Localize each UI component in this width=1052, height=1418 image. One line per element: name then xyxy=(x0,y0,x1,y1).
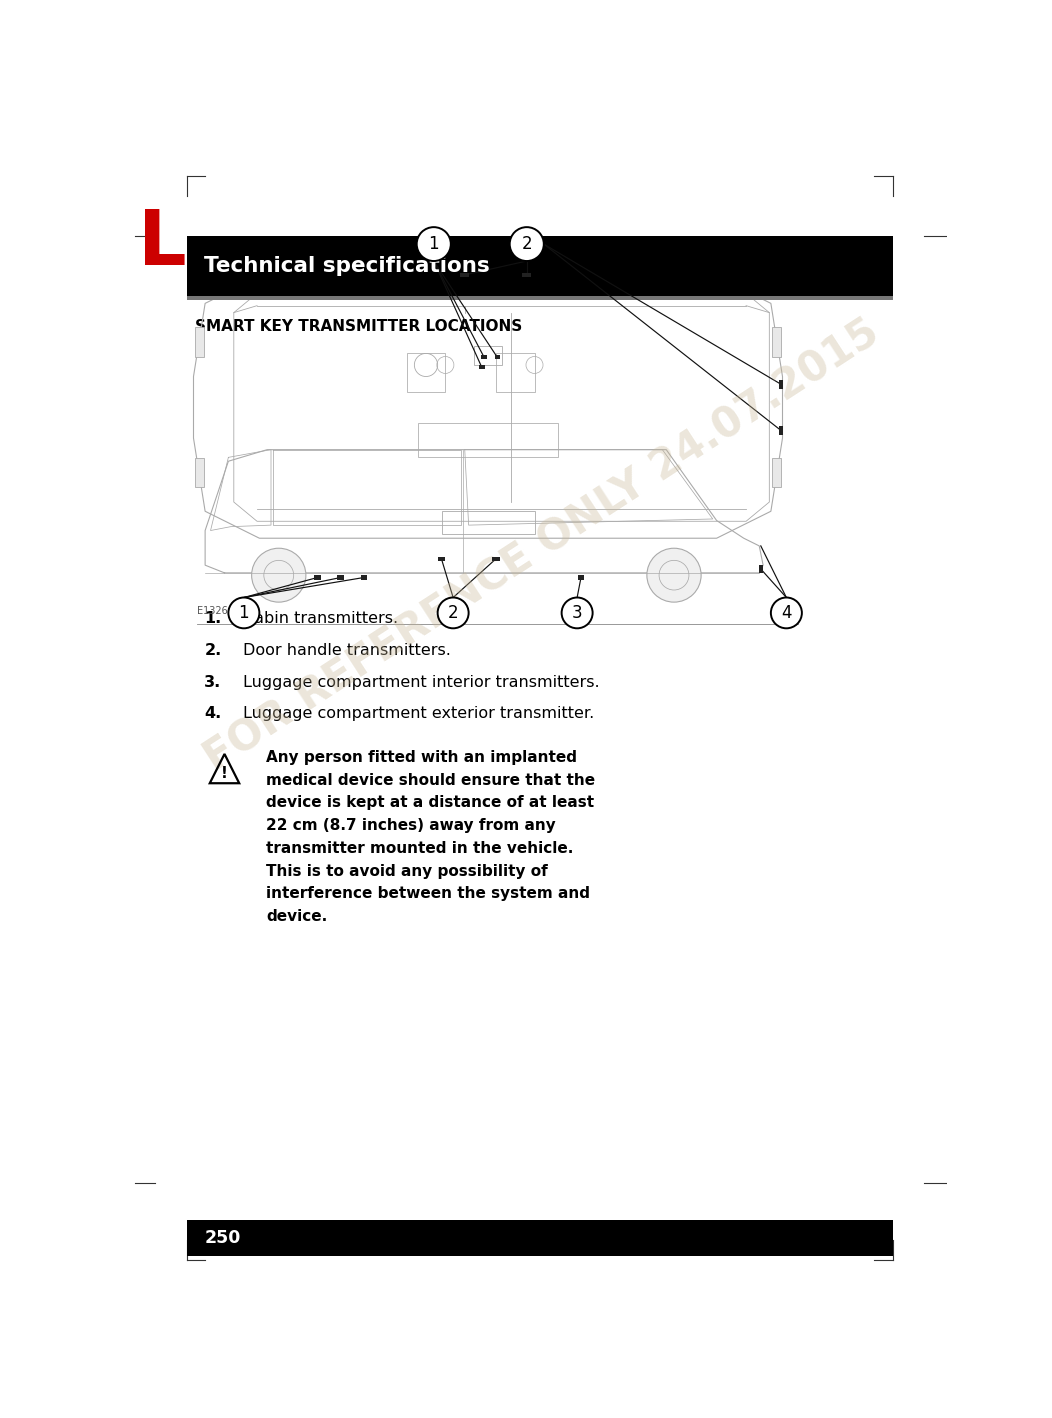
Bar xyxy=(772,458,781,488)
Text: Luggage compartment interior transmitters.: Luggage compartment interior transmitter… xyxy=(243,675,600,689)
Bar xyxy=(187,296,892,301)
Bar xyxy=(338,576,344,580)
Text: 2: 2 xyxy=(522,235,532,252)
Circle shape xyxy=(771,597,802,628)
Text: Luggage compartment exterior transmitter.: Luggage compartment exterior transmitter… xyxy=(243,706,594,722)
Text: 2: 2 xyxy=(448,604,459,623)
Text: 1: 1 xyxy=(239,604,249,623)
Text: 3.: 3. xyxy=(204,675,222,689)
Bar xyxy=(492,557,500,562)
Text: !: ! xyxy=(221,766,228,781)
Circle shape xyxy=(510,227,544,261)
Text: Cabin transmitters.: Cabin transmitters. xyxy=(243,611,399,627)
Bar xyxy=(419,423,558,458)
Text: 2.: 2. xyxy=(204,642,222,658)
Bar xyxy=(522,272,531,277)
Bar xyxy=(460,272,469,277)
Text: transmitter mounted in the vehicle.: transmitter mounted in the vehicle. xyxy=(266,841,573,856)
Bar xyxy=(438,557,445,562)
Text: 4: 4 xyxy=(782,604,791,623)
Text: Any person fitted with an implanted: Any person fitted with an implanted xyxy=(266,750,578,764)
Text: 4.: 4. xyxy=(204,706,222,722)
Text: SMART KEY TRANSMITTER LOCATIONS: SMART KEY TRANSMITTER LOCATIONS xyxy=(195,319,522,333)
Circle shape xyxy=(228,597,260,628)
Bar xyxy=(578,576,585,580)
Bar xyxy=(196,328,204,356)
Circle shape xyxy=(438,597,468,628)
Bar xyxy=(482,356,487,359)
Bar xyxy=(780,380,783,389)
Text: 22 cm (8.7 inches) away from any: 22 cm (8.7 inches) away from any xyxy=(266,818,557,834)
Text: This is to avoid any possibility of: This is to avoid any possibility of xyxy=(266,864,548,879)
Bar xyxy=(474,346,502,364)
Bar xyxy=(187,235,892,296)
Text: 3: 3 xyxy=(572,604,583,623)
Text: Technical specifications: Technical specifications xyxy=(204,255,490,275)
Bar xyxy=(495,353,534,391)
Bar xyxy=(772,328,781,356)
Text: 1: 1 xyxy=(428,235,439,252)
Text: FOR REFERENCE ONLY 24.07.2015: FOR REFERENCE ONLY 24.07.2015 xyxy=(197,312,888,780)
Text: medical device should ensure that the: medical device should ensure that the xyxy=(266,773,595,787)
Text: 1.: 1. xyxy=(204,611,222,627)
Bar xyxy=(187,1219,892,1256)
Bar xyxy=(758,566,763,573)
Text: 250: 250 xyxy=(204,1229,241,1246)
Bar xyxy=(442,512,534,535)
Text: L: L xyxy=(138,207,186,281)
Text: E132664: E132664 xyxy=(198,605,240,615)
Bar xyxy=(479,366,485,369)
Circle shape xyxy=(562,597,592,628)
Bar xyxy=(780,425,783,435)
Bar xyxy=(407,353,445,391)
Bar xyxy=(361,576,367,580)
Circle shape xyxy=(417,227,451,261)
Text: device.: device. xyxy=(266,909,327,925)
Text: Door handle transmitters.: Door handle transmitters. xyxy=(243,642,451,658)
Bar xyxy=(196,458,204,488)
Text: interference between the system and: interference between the system and xyxy=(266,886,590,902)
Circle shape xyxy=(647,549,701,603)
Bar xyxy=(494,356,500,359)
Bar xyxy=(313,576,321,580)
Text: device is kept at a distance of at least: device is kept at a distance of at least xyxy=(266,795,594,811)
Circle shape xyxy=(251,549,306,603)
